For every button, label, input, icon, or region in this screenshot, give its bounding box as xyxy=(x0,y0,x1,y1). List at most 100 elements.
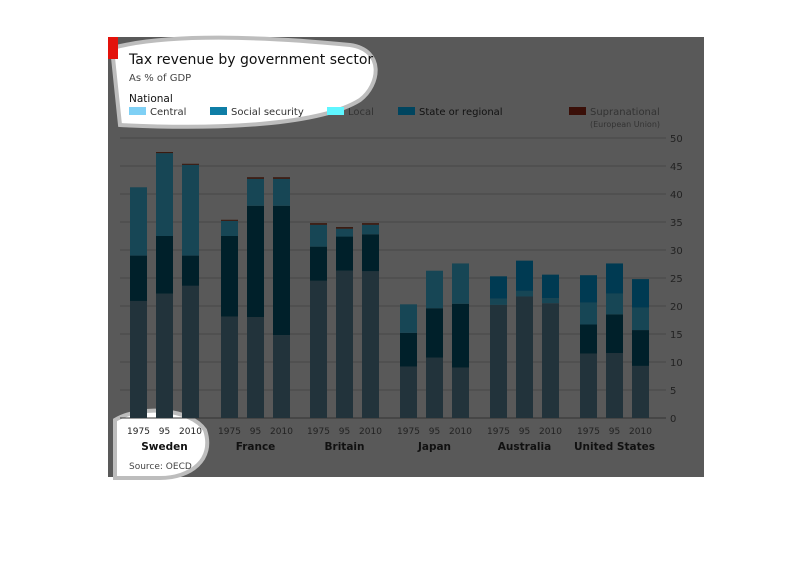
x-tick-label: 2010 xyxy=(179,427,202,437)
bar-segment-social-security xyxy=(336,236,353,271)
bar-segment-state-or-regional xyxy=(580,275,597,303)
bar-segment-state-or-regional xyxy=(516,260,533,291)
bar-segment-social-security xyxy=(182,255,199,286)
bar-segment-social-security xyxy=(400,332,417,367)
bar-segment-supranational xyxy=(156,152,173,154)
source-note: Source: OECD xyxy=(129,462,192,472)
bar-segment-central xyxy=(606,353,623,418)
bar-segment-state-or-regional xyxy=(542,274,559,299)
bar-segment-local xyxy=(336,228,353,237)
bar-segment-local xyxy=(516,290,533,297)
highlight-blob xyxy=(109,35,378,129)
legend-swatch xyxy=(210,107,227,115)
bar-segment-central xyxy=(130,300,147,418)
bar-segment-central xyxy=(221,316,238,418)
y-tick-label: 25 xyxy=(670,274,683,285)
y-tick-label: 50 xyxy=(670,134,683,145)
bar-segment-social-security xyxy=(632,330,649,366)
country-label: France xyxy=(236,441,276,453)
legend-swatch xyxy=(327,107,344,115)
bar-segment-local xyxy=(273,178,290,206)
bar-segment-local xyxy=(400,304,417,333)
bar-segment-state-or-regional xyxy=(490,276,507,299)
x-tick-label: 95 xyxy=(159,427,170,437)
chart-subtitle: As % of GDP xyxy=(129,73,191,84)
bar-segment-central xyxy=(182,285,199,418)
bar-segment-social-security xyxy=(606,314,623,354)
bar-segment-supranational xyxy=(247,177,264,179)
bar-segment-local xyxy=(426,270,443,309)
bar-segment-supranational xyxy=(310,223,327,225)
country-label: Sweden xyxy=(141,441,188,453)
x-tick-label: 2010 xyxy=(270,427,293,437)
bar-segment-local xyxy=(580,302,597,325)
bar-segment-central xyxy=(336,270,353,418)
legend-heading: National xyxy=(129,93,173,105)
y-tick-label: 30 xyxy=(670,246,683,257)
bar-segment-local xyxy=(362,224,379,235)
x-tick-label: 1975 xyxy=(307,427,330,437)
chart-title: Tax revenue by government sector xyxy=(128,52,373,68)
bar-segment-central xyxy=(362,271,379,418)
bar-segment-local xyxy=(247,178,264,206)
country-label: Australia xyxy=(498,441,551,453)
x-tick-label: 1975 xyxy=(397,427,420,437)
bar-segment-local xyxy=(182,164,199,256)
bar-segment-state-or-regional xyxy=(606,263,623,294)
bar-segment-central xyxy=(310,280,327,418)
legend-swatch xyxy=(398,107,415,115)
y-tick-label: 10 xyxy=(670,358,683,369)
bar-segment-central xyxy=(400,366,417,418)
x-tick-label: 1975 xyxy=(127,427,150,437)
legend-note: (European Union) xyxy=(590,120,660,129)
x-tick-label: 1975 xyxy=(577,427,600,437)
bar-segment-central xyxy=(273,335,290,418)
y-tick-label: 40 xyxy=(670,190,683,201)
y-tick-label: 45 xyxy=(670,162,683,173)
x-tick-label: 1975 xyxy=(218,427,241,437)
bar-segment-central xyxy=(156,293,173,418)
bar-segment-social-security xyxy=(310,246,327,281)
accent-tag xyxy=(108,37,118,59)
x-tick-label: 1975 xyxy=(487,427,510,437)
bar-segment-central xyxy=(542,303,559,418)
bar-segment-central xyxy=(247,317,264,418)
bar-segment-local xyxy=(130,187,147,256)
bar-segment-state-or-regional xyxy=(632,279,649,308)
bar-segment-central xyxy=(452,367,469,418)
x-tick-label: 2010 xyxy=(539,427,562,437)
bar-segment-local xyxy=(632,307,649,331)
bar-segment-social-security xyxy=(130,255,147,301)
bar-segment-social-security xyxy=(580,324,597,354)
bar-segment-social-security xyxy=(273,205,290,336)
bar-segment-supranational xyxy=(362,223,379,225)
bar-segment-social-security xyxy=(362,234,379,272)
y-tick-label: 5 xyxy=(670,386,676,397)
bar-segment-supranational xyxy=(336,227,353,229)
y-tick-label: 20 xyxy=(670,302,683,313)
x-tick-label: 95 xyxy=(429,427,440,437)
legend-label: Local xyxy=(348,107,374,118)
x-tick-label: 95 xyxy=(250,427,261,437)
country-label: Britain xyxy=(325,441,365,453)
bar-segment-local xyxy=(606,293,623,315)
y-tick-label: 35 xyxy=(670,218,683,229)
x-tick-label: 95 xyxy=(339,427,350,437)
bar-segment-central xyxy=(490,304,507,418)
legend-swatch xyxy=(569,107,586,115)
bar-segment-social-security xyxy=(221,236,238,317)
bar-segment-local xyxy=(310,224,327,247)
bar-segment-social-security xyxy=(452,303,469,368)
x-tick-label: 2010 xyxy=(629,427,652,437)
y-tick-label: 0 xyxy=(670,414,676,425)
bar-segment-central xyxy=(516,296,533,418)
x-tick-label: 95 xyxy=(519,427,530,437)
bar-segment-central xyxy=(632,365,649,418)
bar-segment-central xyxy=(580,353,597,418)
bar-segment-local xyxy=(452,263,469,304)
bar-segment-local xyxy=(221,220,238,236)
legend-label: Social security xyxy=(231,107,304,118)
bar-segment-local xyxy=(156,153,173,236)
bar-segment-social-security xyxy=(426,308,443,358)
